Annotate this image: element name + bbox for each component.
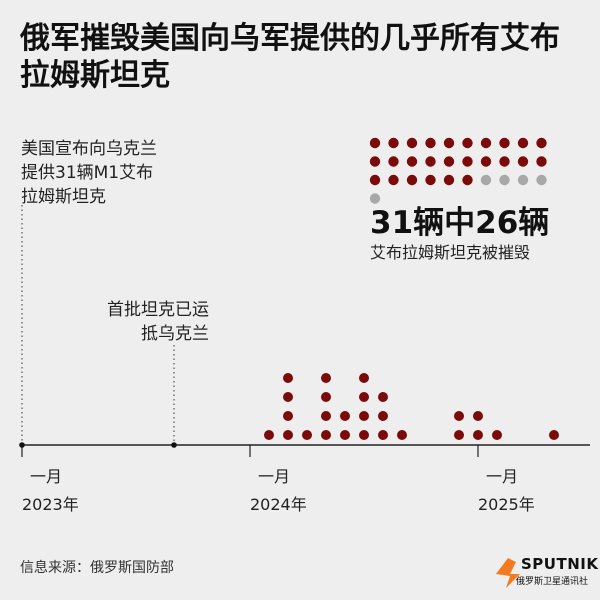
summary-destroyed-dot: [480, 156, 492, 167]
destroyed-tank-dot: [359, 411, 369, 421]
destroyed-tank-dot: [321, 392, 331, 402]
event-marker: [171, 442, 177, 448]
destroyed-tank-dot: [454, 411, 464, 421]
arrival-note: 首批坦克已运 抵乌克兰: [94, 298, 209, 346]
announcement-line: 提供31辆M1艾布: [21, 163, 154, 183]
summary-destroyed-dot: [443, 174, 455, 186]
event-marker: [19, 442, 25, 448]
summary-destroyed-dot: [406, 137, 418, 149]
x-tick-year-label: 2023年: [22, 495, 79, 514]
destroyed-tank-dot: [492, 430, 502, 440]
x-tick-month-label: 一月: [30, 467, 62, 486]
destroyed-tank-dot: [549, 430, 559, 440]
logo-wordmark: SPUTNIK: [521, 555, 599, 573]
destroyed-tank-dot: [454, 430, 464, 440]
summary-destroyed-dot: [443, 156, 455, 167]
summary-remaining-dot: [480, 174, 492, 186]
destroyed-tank-dot: [283, 373, 293, 383]
logo-subtitle: 俄罗斯卫星通讯社: [516, 577, 589, 587]
summary-destroyed-dot: [425, 174, 436, 186]
destroyed-tank-dot: [473, 411, 483, 421]
summary-destroyed-dot: [425, 137, 436, 149]
summary-destroyed-dot: [406, 156, 418, 167]
summary-destroyed-dot: [499, 156, 510, 167]
announcement-line: 拉姆斯坦克: [21, 187, 106, 207]
summary-remaining-dot: [536, 174, 547, 186]
destroyed-tank-dot: [378, 430, 388, 440]
sputnik-logo-icon: [496, 558, 520, 588]
destroyed-tank-dot: [321, 373, 331, 383]
summary-destroyed-dot: [369, 174, 381, 186]
destroyed-tank-dot: [340, 430, 350, 440]
summary-destroyed-dot: [499, 137, 510, 149]
destroyed-headline: 31辆中26辆: [370, 205, 550, 241]
destroyed-tank-dot: [340, 411, 350, 421]
summary-destroyed-dot: [369, 137, 381, 149]
summary-destroyed-dot: [517, 137, 529, 149]
summary-destroyed-dot: [388, 174, 399, 186]
destroyed-tank-dot: [283, 392, 293, 402]
summary-destroyed-dot: [406, 174, 418, 186]
summary-remaining-dot: [369, 193, 381, 204]
summary-remaining-dot: [499, 174, 510, 186]
summary-destroyed-dot: [369, 156, 381, 167]
destroyed-tank-dot: [359, 430, 369, 440]
summary-destroyed-dot: [517, 156, 529, 167]
arrival-line: 首批坦克已运: [107, 300, 209, 320]
destroyed-tank-dot: [321, 411, 331, 421]
arrival-line: 抵乌克兰: [141, 324, 209, 344]
destroyed-tank-dot: [283, 430, 293, 440]
x-tick-year-label: 2025年: [478, 495, 535, 514]
summary-destroyed-dot: [480, 137, 492, 149]
destroyed-tank-dot: [378, 411, 388, 421]
destroyed-tank-dot: [378, 392, 388, 402]
destroyed-tank-dot: [397, 430, 407, 440]
announcement-note: 美国宣布向乌克兰 提供31辆M1艾布 拉姆斯坦克: [21, 137, 157, 209]
summary-destroyed-dot: [536, 137, 547, 149]
summary-remaining-dot: [517, 174, 529, 186]
destroyed-tank-dot: [359, 373, 369, 383]
summary-destroyed-dot: [462, 137, 473, 149]
page-title: 俄军摧毁美国向乌军提供的几乎所有艾布拉姆斯坦克: [20, 21, 560, 93]
source-note: 信息来源：俄罗斯国防部: [20, 560, 174, 576]
summary-destroyed-dot: [462, 156, 473, 167]
summary-destroyed-dot: [425, 156, 436, 167]
announcement-line: 美国宣布向乌克兰: [21, 139, 157, 159]
x-tick-year-label: 2024年: [250, 495, 307, 514]
summary-destroyed-dot: [443, 137, 455, 149]
x-tick-month-label: 一月: [486, 467, 518, 486]
summary-destroyed-dot: [388, 137, 399, 149]
destroyed-tank-dot: [359, 392, 369, 402]
summary-destroyed-dot: [462, 174, 473, 186]
x-tick-month-label: 一月: [258, 467, 290, 486]
destroyed-tank-dot: [264, 430, 274, 440]
destroyed-tank-dot: [302, 430, 312, 440]
destroyed-tank-dot: [283, 411, 293, 421]
destroyed-subline: 艾布拉姆斯坦克被摧毁: [370, 243, 531, 262]
destroyed-tank-dot: [321, 430, 331, 440]
summary-destroyed-dot: [536, 156, 547, 167]
destroyed-tank-dot: [473, 430, 483, 440]
summary-destroyed-dot: [388, 156, 399, 167]
